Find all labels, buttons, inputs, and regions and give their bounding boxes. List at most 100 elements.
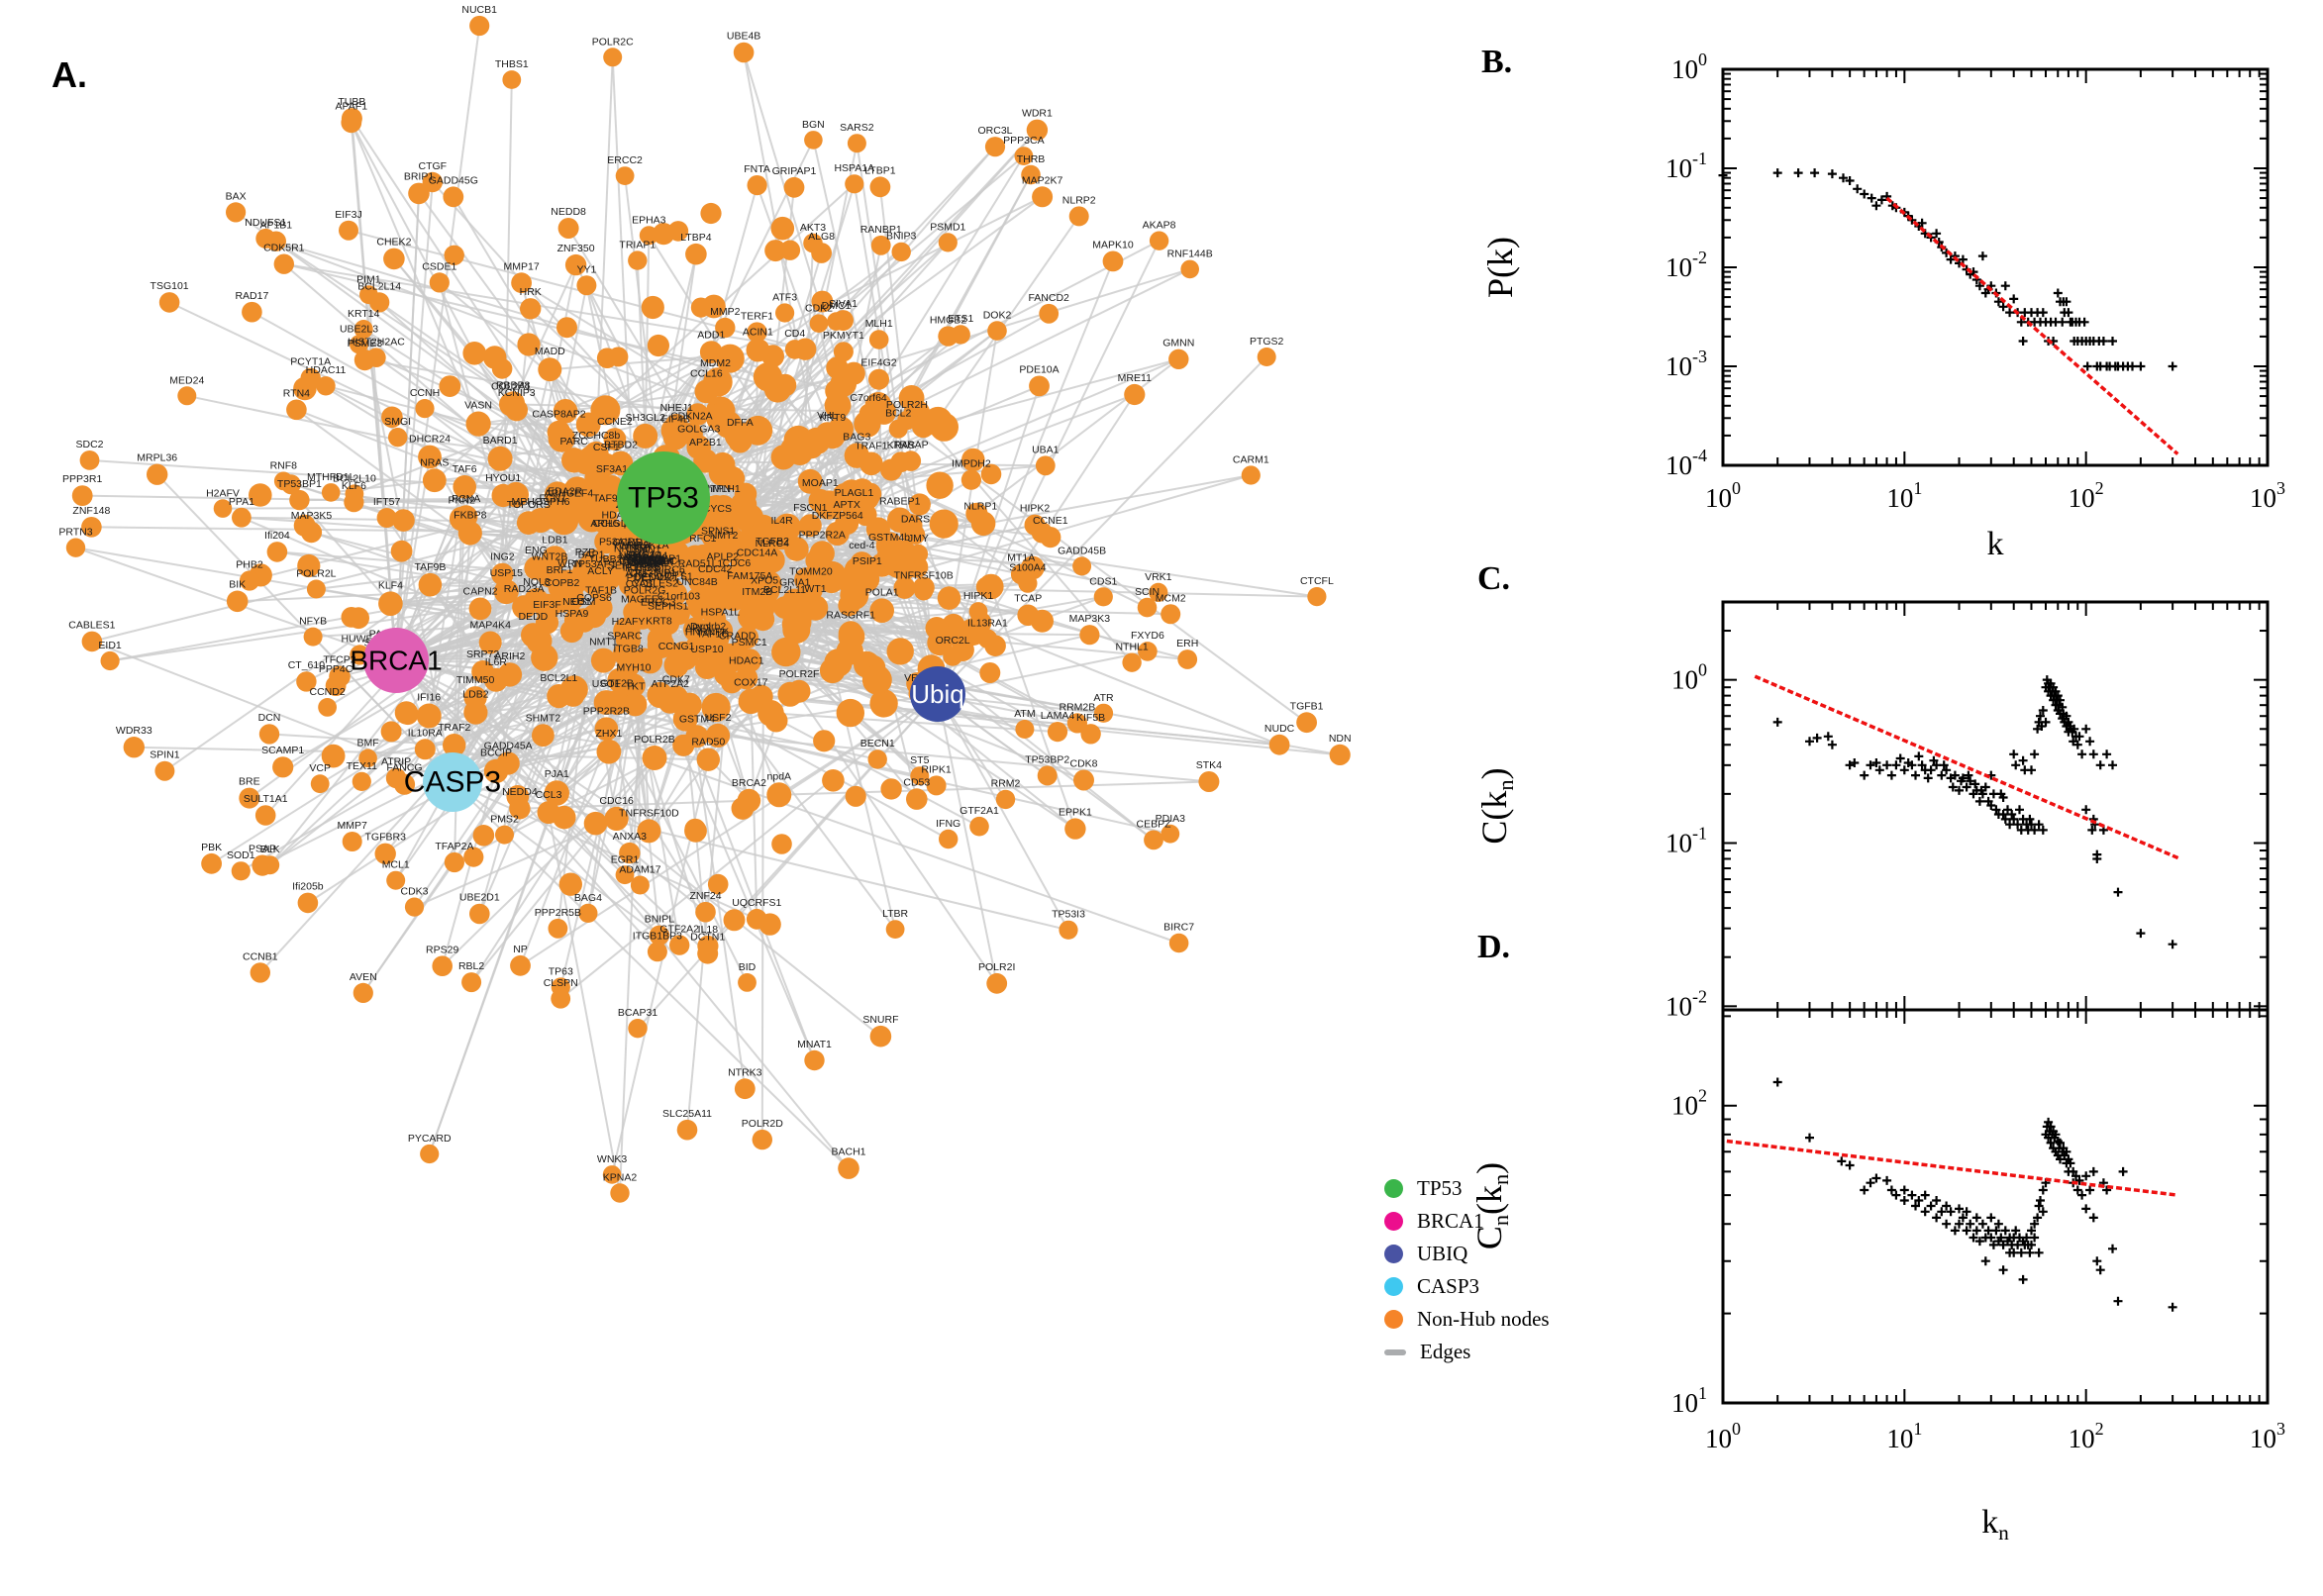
- gene-label: CDK2: [805, 302, 833, 314]
- non-hub-node: [1180, 259, 1199, 279]
- gene-label: H2AFV: [206, 487, 240, 499]
- gene-label: VCP: [309, 762, 331, 774]
- gene-label: MYH10: [616, 661, 651, 673]
- scatter-point: [2030, 1219, 2040, 1229]
- non-hub-node: [773, 596, 796, 619]
- scatter-point: [2038, 1185, 2048, 1195]
- network-edge: [989, 586, 1076, 830]
- gene-label: FCN1: [539, 493, 566, 505]
- gene-label: HSPA9: [556, 608, 589, 620]
- gene-label: CCND2: [310, 686, 346, 698]
- non-hub-node: [578, 903, 598, 924]
- gene-label: NRAS: [420, 456, 449, 468]
- gene-label: TAF9: [593, 493, 618, 505]
- scatter-point: [2009, 814, 2019, 824]
- exponent: 2: [2095, 478, 2104, 498]
- scatter-point: [1882, 1175, 1892, 1185]
- scatter-point: [1899, 765, 1909, 775]
- non-hub-node: [248, 483, 272, 507]
- gene-label: TGFB1: [1290, 700, 1324, 712]
- scatter-point: [1939, 760, 1949, 770]
- gene-label: CFLAR: [630, 557, 664, 569]
- non-hub-node: [443, 734, 466, 757]
- fit-line: [1754, 674, 2181, 861]
- network-edge: [395, 181, 434, 661]
- gene-label: HDAC11: [306, 364, 347, 376]
- scatter-point: [2058, 317, 2068, 327]
- scatter-point: [1958, 1213, 1968, 1223]
- legend-label: UBIQ: [1417, 1242, 1468, 1265]
- gene-label: CDK8: [1069, 758, 1097, 770]
- gene-label: SCAMP1: [261, 745, 304, 756]
- scatter-point: [1964, 770, 1973, 780]
- gene-label: MMP17: [504, 260, 540, 272]
- scatter-points: [1772, 1077, 2177, 1312]
- mantissa: 10: [1666, 351, 1692, 381]
- gene-label: IL13RA1: [967, 618, 1008, 630]
- non-hub-node: [491, 483, 515, 508]
- non-hub-node: [558, 872, 582, 896]
- gene-label: ERCC3: [641, 596, 676, 608]
- gene-label: MRPL36: [137, 452, 177, 464]
- non-hub-node: [662, 581, 687, 606]
- gene-label: RBBP8: [496, 379, 531, 391]
- gene-label: LTBR: [882, 908, 908, 920]
- non-hub-node: [378, 591, 403, 616]
- network-edge: [489, 642, 510, 764]
- scatter-point: [1950, 770, 1960, 780]
- gene-label: IFT57: [373, 496, 401, 508]
- network-edge: [75, 547, 939, 695]
- gene-label: KLF4: [378, 580, 403, 592]
- non-hub-node: [728, 429, 753, 453]
- gene-label: POLR2L: [296, 568, 336, 580]
- gene-label: TFCP2: [323, 654, 355, 666]
- non-hub-node: [272, 756, 294, 778]
- non-hub-node: [723, 909, 746, 932]
- gene-label: PKN2: [448, 495, 475, 507]
- scatter-point: [1966, 776, 1975, 786]
- scatter-point: [1962, 1226, 1971, 1236]
- non-hub-node: [461, 972, 482, 993]
- gene-label: CRADD: [719, 631, 757, 643]
- non-hub-node: [869, 1025, 892, 1047]
- gene-label: FKBP8: [454, 509, 486, 521]
- gene-label: POLR2G: [624, 585, 666, 597]
- scatter-point: [2038, 308, 2048, 318]
- non-hub-node: [537, 801, 560, 825]
- scatter-point: [1891, 760, 1901, 770]
- non-hub-node: [1257, 348, 1276, 366]
- scatter-point: [1946, 1207, 1956, 1217]
- gene-label: PPP3R1: [62, 473, 102, 485]
- gene-label: CCL3: [536, 789, 562, 801]
- gene-label: BTBD2: [604, 440, 638, 451]
- gene-label: SMN1: [632, 544, 660, 555]
- mantissa: 10: [1671, 54, 1698, 84]
- network-edge: [937, 693, 998, 984]
- non-hub-node: [630, 605, 656, 630]
- mantissa: 10: [1671, 1091, 1698, 1121]
- non-hub-node: [603, 48, 623, 67]
- non-hub-node: [1066, 713, 1087, 734]
- network-edge: [916, 412, 1133, 663]
- gene-label: ANXA3: [613, 831, 648, 843]
- gene-label: CASP8AP2: [532, 409, 585, 421]
- x-tick-label: 100: [1705, 1419, 1741, 1453]
- scatter-point: [2033, 1213, 2043, 1223]
- non-hub-node: [886, 638, 914, 665]
- gene-label: VHL: [817, 410, 838, 422]
- non-hub-node: [847, 134, 866, 153]
- gene-label: CTGF: [419, 160, 448, 172]
- scatter-points: [1718, 168, 2177, 371]
- mantissa: 10: [2069, 483, 2095, 513]
- legend-node-swatch: [1384, 1179, 1403, 1198]
- non-hub-node: [760, 549, 784, 572]
- network-edge: [937, 649, 1149, 695]
- scatter-point: [2015, 805, 2024, 815]
- non-hub-node: [804, 131, 823, 150]
- legend-node-swatch: [1384, 1277, 1403, 1296]
- scatter-point: [2030, 825, 2040, 835]
- scatter-point: [2034, 1247, 2044, 1257]
- non-hub-node: [469, 15, 490, 37]
- text-run: k: [1987, 526, 2004, 562]
- gene-label: SERPINB8: [608, 560, 659, 572]
